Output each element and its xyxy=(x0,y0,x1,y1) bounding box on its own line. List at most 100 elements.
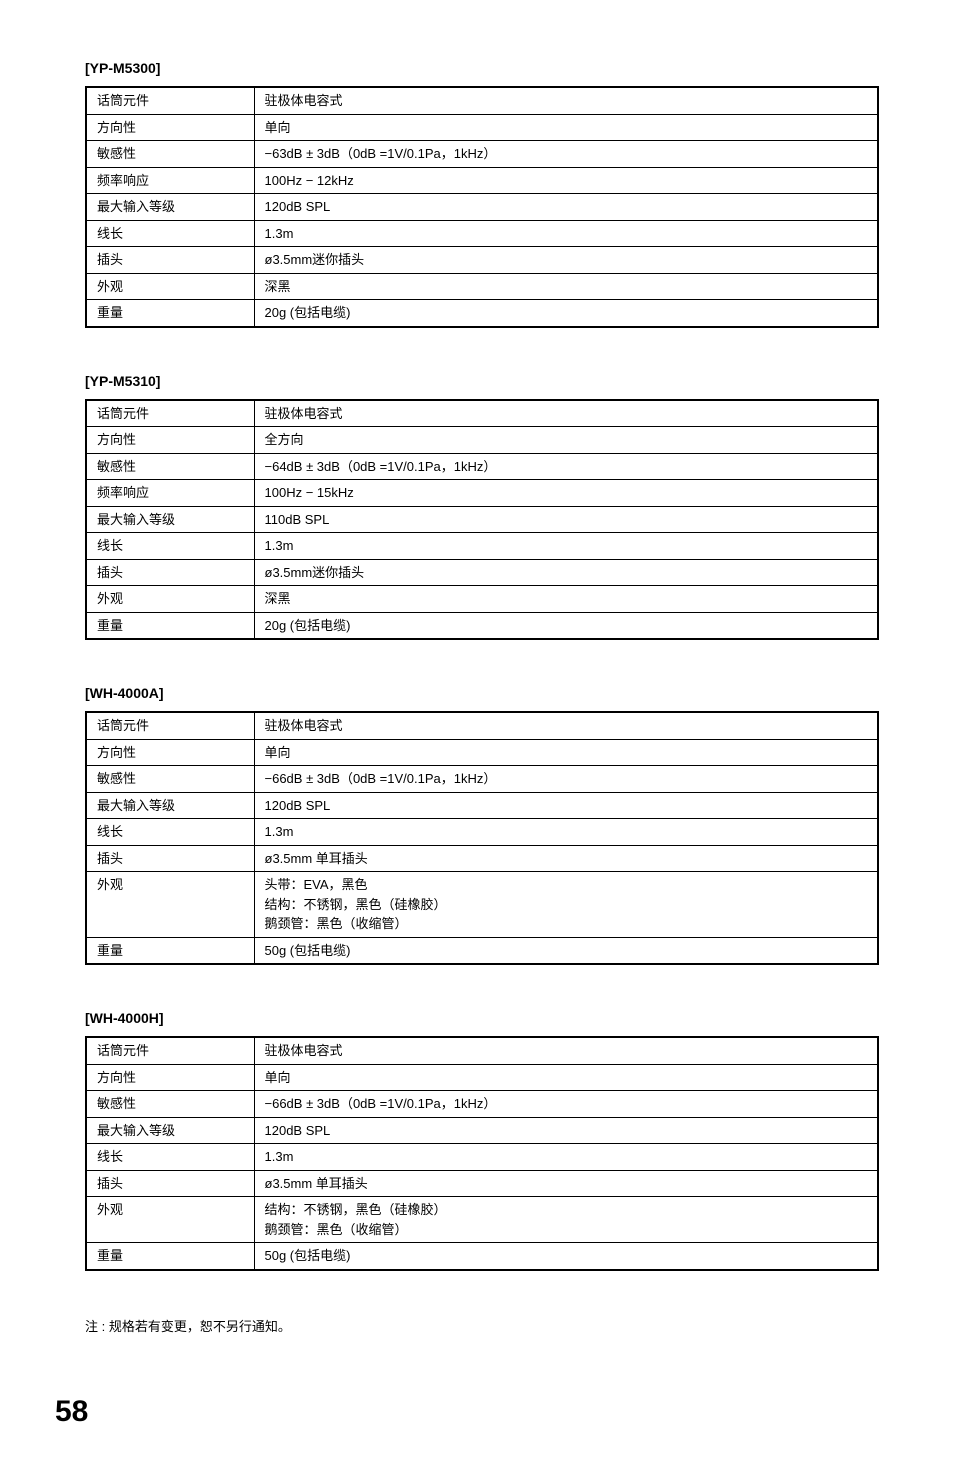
spec-label: 方向性 xyxy=(86,427,254,454)
spec-label: 线长 xyxy=(86,220,254,247)
table-row: 重量20g (包括电缆) xyxy=(86,300,878,327)
spec-table: 话筒元件驻极体电容式方向性单向敏感性−63dB ± 3dB（0dB =1V/0.… xyxy=(85,86,879,328)
table-row: 话筒元件驻极体电容式 xyxy=(86,712,878,739)
spec-value: ø3.5mm迷你插头 xyxy=(254,247,878,274)
spec-label: 方向性 xyxy=(86,1064,254,1091)
spec-value: 100Hz − 12kHz xyxy=(254,167,878,194)
spec-label: 话筒元件 xyxy=(86,87,254,114)
spec-value: −66dB ± 3dB（0dB =1V/0.1Pa，1kHz） xyxy=(254,766,878,793)
spec-value: 1.3m xyxy=(254,819,878,846)
spec-value: 结构：不锈钢，黑色（硅橡胶） 鹅颈管：黑色（收缩管） xyxy=(254,1197,878,1243)
table-row: 话筒元件驻极体电容式 xyxy=(86,400,878,427)
spec-label: 最大输入等级 xyxy=(86,792,254,819)
table-row: 最大输入等级120dB SPL xyxy=(86,792,878,819)
spec-value: 深黑 xyxy=(254,273,878,300)
spec-label: 线长 xyxy=(86,1144,254,1171)
spec-section: [YP-M5300] 话筒元件驻极体电容式方向性单向敏感性−63dB ± 3dB（… xyxy=(85,60,879,328)
spec-label: 话筒元件 xyxy=(86,1037,254,1064)
spec-value: 头带：EVA，黑色 结构：不锈钢，黑色（硅橡胶） 鹅颈管：黑色（收缩管） xyxy=(254,872,878,938)
spec-label: 线长 xyxy=(86,533,254,560)
table-row: 线长1.3m xyxy=(86,220,878,247)
table-row: 话筒元件驻极体电容式 xyxy=(86,1037,878,1064)
spec-value: 20g (包括电缆) xyxy=(254,612,878,639)
spec-value: −66dB ± 3dB（0dB =1V/0.1Pa，1kHz） xyxy=(254,1091,878,1118)
spec-label: 敏感性 xyxy=(86,1091,254,1118)
section-title: [WH-4000H] xyxy=(85,1010,879,1026)
spec-label: 最大输入等级 xyxy=(86,194,254,221)
table-row: 敏感性−64dB ± 3dB（0dB =1V/0.1Pa，1kHz） xyxy=(86,453,878,480)
table-row: 方向性全方向 xyxy=(86,427,878,454)
spec-section: [YP-M5310] 话筒元件驻极体电容式方向性全方向敏感性−64dB ± 3dB… xyxy=(85,373,879,641)
table-row: 最大输入等级110dB SPL xyxy=(86,506,878,533)
spec-label: 重量 xyxy=(86,937,254,964)
table-row: 线长1.3m xyxy=(86,1144,878,1171)
spec-label: 外观 xyxy=(86,1197,254,1243)
spec-value: 120dB SPL xyxy=(254,792,878,819)
spec-label: 方向性 xyxy=(86,114,254,141)
spec-label: 敏感性 xyxy=(86,141,254,168)
spec-section: [WH-4000A] 话筒元件驻极体电容式方向性单向敏感性−66dB ± 3dB（… xyxy=(85,685,879,965)
spec-label: 最大输入等级 xyxy=(86,1117,254,1144)
spec-value: 50g (包括电缆) xyxy=(254,1243,878,1270)
table-row: 方向性单向 xyxy=(86,739,878,766)
spec-label: 重量 xyxy=(86,300,254,327)
spec-value: 1.3m xyxy=(254,1144,878,1171)
spec-value: 110dB SPL xyxy=(254,506,878,533)
spec-value: 驻极体电容式 xyxy=(254,87,878,114)
spec-label: 外观 xyxy=(86,872,254,938)
spec-value: 单向 xyxy=(254,114,878,141)
table-row: 重量20g (包括电缆) xyxy=(86,612,878,639)
spec-value: ø3.5mm迷你插头 xyxy=(254,559,878,586)
page-number: 58 xyxy=(55,1395,879,1429)
table-row: 话筒元件驻极体电容式 xyxy=(86,87,878,114)
spec-value: 120dB SPL xyxy=(254,1117,878,1144)
spec-label: 外观 xyxy=(86,586,254,613)
table-row: 重量50g (包括电缆) xyxy=(86,1243,878,1270)
spec-label: 频率响应 xyxy=(86,480,254,507)
table-row: 线长1.3m xyxy=(86,533,878,560)
table-row: 频率响应100Hz − 15kHz xyxy=(86,480,878,507)
spec-value: 深黑 xyxy=(254,586,878,613)
table-row: 敏感性−66dB ± 3dB（0dB =1V/0.1Pa，1kHz） xyxy=(86,1091,878,1118)
spec-table: 话筒元件驻极体电容式方向性全方向敏感性−64dB ± 3dB（0dB =1V/0… xyxy=(85,399,879,641)
spec-label: 话筒元件 xyxy=(86,712,254,739)
table-row: 插头ø3.5mm迷你插头 xyxy=(86,247,878,274)
spec-label: 外观 xyxy=(86,273,254,300)
spec-label: 话筒元件 xyxy=(86,400,254,427)
table-row: 插头ø3.5mm迷你插头 xyxy=(86,559,878,586)
spec-value: ø3.5mm 单耳插头 xyxy=(254,845,878,872)
spec-label: 最大输入等级 xyxy=(86,506,254,533)
table-row: 线长1.3m xyxy=(86,819,878,846)
spec-value: 20g (包括电缆) xyxy=(254,300,878,327)
spec-label: 敏感性 xyxy=(86,766,254,793)
table-row: 敏感性−66dB ± 3dB（0dB =1V/0.1Pa，1kHz） xyxy=(86,766,878,793)
spec-value: 100Hz − 15kHz xyxy=(254,480,878,507)
spec-label: 重量 xyxy=(86,1243,254,1270)
spec-value: 50g (包括电缆) xyxy=(254,937,878,964)
content-container: [YP-M5300]话筒元件驻极体电容式方向性单向敏感性−63dB ± 3dB（… xyxy=(85,60,879,1429)
table-row: 方向性单向 xyxy=(86,1064,878,1091)
spec-label: 插头 xyxy=(86,1170,254,1197)
table-row: 插头ø3.5mm 单耳插头 xyxy=(86,845,878,872)
table-row: 外观结构：不锈钢，黑色（硅橡胶） 鹅颈管：黑色（收缩管） xyxy=(86,1197,878,1243)
table-row: 最大输入等级120dB SPL xyxy=(86,194,878,221)
section-title: [YP-M5310] xyxy=(85,373,879,389)
spec-value: 单向 xyxy=(254,739,878,766)
spec-label: 插头 xyxy=(86,559,254,586)
spec-value: −64dB ± 3dB（0dB =1V/0.1Pa，1kHz） xyxy=(254,453,878,480)
table-row: 最大输入等级120dB SPL xyxy=(86,1117,878,1144)
section-title: [YP-M5300] xyxy=(85,60,879,76)
spec-table: 话筒元件驻极体电容式方向性单向敏感性−66dB ± 3dB（0dB =1V/0.… xyxy=(85,1036,879,1271)
spec-label: 敏感性 xyxy=(86,453,254,480)
spec-value: 全方向 xyxy=(254,427,878,454)
table-row: 方向性单向 xyxy=(86,114,878,141)
spec-label: 重量 xyxy=(86,612,254,639)
spec-value: 驻极体电容式 xyxy=(254,400,878,427)
spec-label: 频率响应 xyxy=(86,167,254,194)
section-title: [WH-4000A] xyxy=(85,685,879,701)
spec-label: 插头 xyxy=(86,247,254,274)
spec-value: −63dB ± 3dB（0dB =1V/0.1Pa，1kHz） xyxy=(254,141,878,168)
footnote: 注 : 规格若有变更，恕不另行通知。 xyxy=(85,1316,879,1335)
spec-label: 线长 xyxy=(86,819,254,846)
spec-section: [WH-4000H] 话筒元件驻极体电容式方向性单向敏感性−66dB ± 3dB（… xyxy=(85,1010,879,1271)
